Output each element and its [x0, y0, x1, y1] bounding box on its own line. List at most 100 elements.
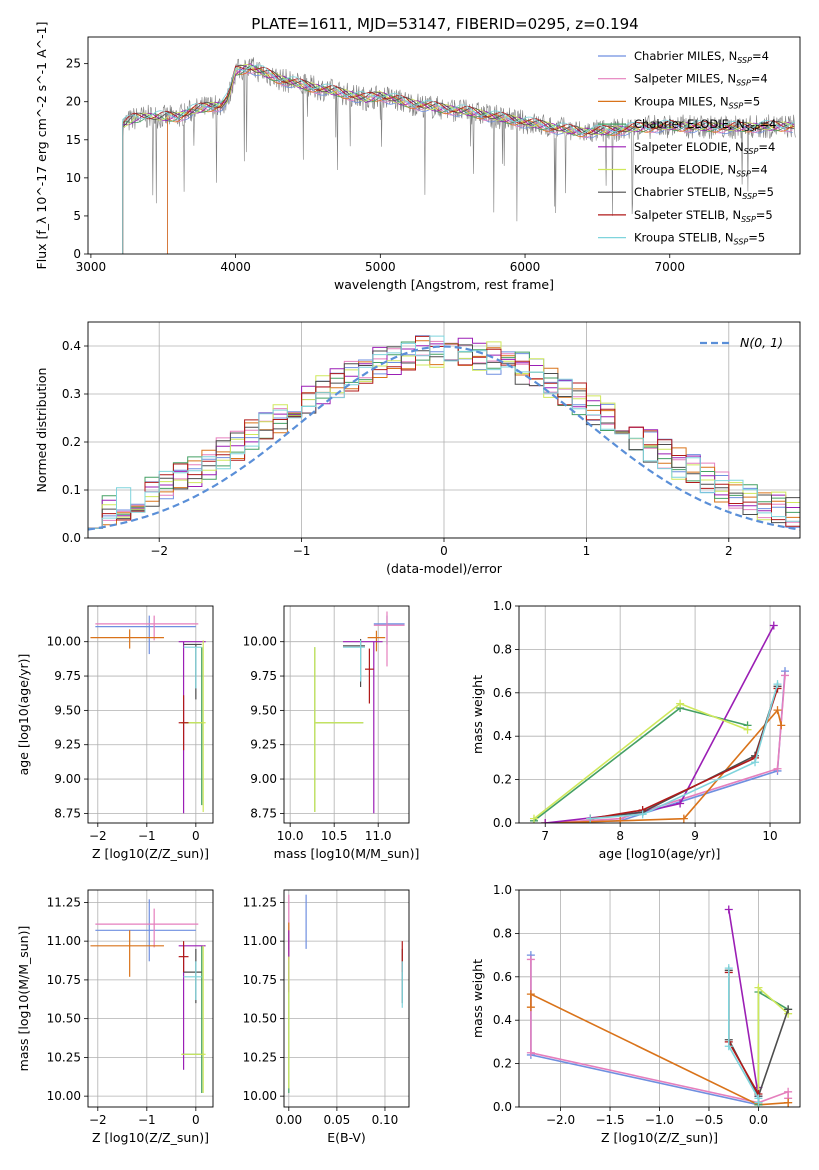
gaussian-reference-line [88, 345, 800, 531]
y-tick-label: 9.00 [250, 772, 277, 786]
x-tick-label: 2 [725, 544, 733, 558]
y-tick-label: 11.00 [243, 934, 277, 948]
x-tick-label: 0.00 [275, 1113, 302, 1127]
axes-frame [518, 605, 801, 824]
x-tick-label: 0.0 [749, 1113, 768, 1127]
y-axis-label: mass [log10(M/M_sun)] [16, 926, 31, 1072]
y-tick-label: 8.75 [54, 806, 81, 820]
x-tick-label: −1 [293, 544, 311, 558]
x-tick-label: −1.5 [595, 1113, 624, 1127]
y-tick-label: 0.2 [493, 1057, 512, 1071]
panel-age-vs-mass: 10.0 10.5 11.0 8.75 9.00 9.25 9.50 9.75 10.00 mas… [243, 605, 420, 861]
y-tick-label: 10.00 [243, 635, 277, 649]
weight-series-line [727, 972, 760, 1103]
weight-point-marker [784, 1098, 793, 1107]
panel-weight-vs-Z: −2.0 −1.5 −1.0 −0.5 0.0 0.0 0.2 0.4 0.6 0.8 1.0 Z [… [470, 883, 801, 1145]
weight-series-line [530, 992, 789, 1106]
x-axis-label: wavelength [Angstrom, rest frame] [334, 277, 554, 292]
x-tick-label: 4000 [220, 260, 251, 274]
y-tick-label: 11.25 [243, 895, 277, 909]
weight-point-marker [773, 680, 782, 689]
legend-entry: Kroupa STELIB, NSSP=5 [634, 231, 765, 247]
plot-area [122, 57, 796, 254]
x-tick-label: −2 [89, 1113, 107, 1127]
legend-entry: Chabrier ELODIE, NSSP=4 [634, 117, 776, 133]
y-tick-label: 0.2 [62, 435, 81, 449]
x-axis-label: mass [log10(M/M_sun)] [274, 846, 420, 861]
y-tick-label: 15 [66, 133, 81, 147]
legend-entry: Salpeter MILES, NSSP=4 [634, 72, 768, 88]
plot-area [519, 606, 800, 823]
x-axis-label: E(B-V) [327, 1130, 366, 1145]
x-tick-label: 7000 [654, 260, 685, 274]
model-spectrum-line [122, 63, 795, 254]
y-axis-label: mass weight [470, 959, 485, 1038]
y-tick-label: 0.4 [493, 1013, 512, 1027]
plot-area [519, 890, 800, 1107]
x-tick-label: −0.5 [694, 1113, 723, 1127]
x-tick-label: −2 [89, 829, 107, 843]
y-tick-label: 10 [66, 171, 81, 185]
x-tick-label: 0 [192, 1113, 200, 1127]
y-tick-label: 9.00 [54, 772, 81, 786]
x-tick-label: 7 [541, 829, 549, 843]
y-tick-label: 10.50 [243, 1012, 277, 1026]
y-axis-label: Flux [f_λ 10^-17 erg cm^-2 s^-1 A^-1] [34, 22, 49, 270]
x-tick-label: 11.0 [365, 829, 392, 843]
y-tick-label: 10.50 [47, 1012, 81, 1026]
x-tick-label: 9 [691, 829, 699, 843]
y-tick-label: 0 [73, 247, 81, 261]
axes-frame [518, 889, 801, 1108]
legend-entry: Chabrier STELIB, NSSP=5 [634, 185, 774, 201]
legend-entry: N(0, 1) [740, 335, 783, 350]
y-tick-label: 11.25 [47, 895, 81, 909]
x-tick-label: 6000 [510, 260, 541, 274]
y-tick-label: 1.0 [493, 883, 512, 897]
x-tick-label: 0.10 [372, 1113, 399, 1127]
x-axis-label: Z [log10(Z/Z_sun)] [92, 1130, 209, 1145]
weight-point-marker [781, 671, 790, 680]
y-tick-label: 10.00 [47, 1089, 81, 1103]
x-axis-label: Z [log10(Z/Z_sun)] [601, 1130, 718, 1145]
weight-series-line [533, 702, 748, 820]
x-tick-label: 10.0 [277, 829, 304, 843]
y-axis-label: mass weight [470, 675, 485, 754]
y-tick-label: 0.0 [62, 531, 81, 545]
y-tick-label: 0.1 [62, 483, 81, 497]
x-tick-label: −2 [150, 544, 168, 558]
x-tick-label: 10.5 [321, 829, 348, 843]
weight-point-marker [724, 905, 733, 914]
legend-entry: Salpeter ELODIE, NSSP=4 [634, 140, 775, 156]
panel-mass-vs-ebv: 0.00 0.05 0.10 10.00 10.25 10.50 10.75 11.00 11.… [243, 889, 410, 1145]
weight-point-marker [784, 1005, 793, 1014]
y-tick-label: 10.00 [243, 1089, 277, 1103]
x-tick-label: 10 [762, 829, 777, 843]
panel-spectrum: 3000 4000 5000 6000 7000 0 5 10 15 20 25 wavelength… [34, 22, 801, 292]
plot-area [284, 890, 409, 1107]
weight-point-marker [638, 810, 647, 819]
y-tick-label: 10.75 [243, 973, 277, 987]
y-tick-label: 1.0 [493, 599, 512, 613]
legend-entry: Kroupa MILES, NSSP=5 [634, 94, 760, 110]
weight-point-marker [724, 1042, 733, 1051]
weight-point-marker [679, 814, 688, 823]
axes-frame [283, 889, 410, 1108]
model-spectrum-line [122, 64, 795, 254]
weight-point-marker [586, 814, 595, 823]
weight-point-marker [526, 955, 535, 964]
x-tick-label: 3000 [76, 260, 107, 274]
x-tick-label: 0 [192, 829, 200, 843]
x-tick-label: −1 [138, 829, 156, 843]
weight-point-marker [769, 621, 778, 630]
axes-frame [87, 605, 214, 824]
y-tick-label: 5 [73, 209, 81, 223]
weight-series-line [590, 683, 779, 820]
x-tick-label: 5000 [365, 260, 396, 274]
panel-weight-vs-age: 7 8 9 10 0.0 0.2 0.4 0.6 0.8 1.0 age [log10(age/yr… [470, 599, 801, 861]
y-tick-label: 9.25 [54, 738, 81, 752]
y-tick-label: 0.6 [493, 686, 512, 700]
x-tick-label: −1.0 [645, 1113, 674, 1127]
y-tick-label: 8.75 [250, 806, 277, 820]
plot-area [284, 606, 409, 823]
weight-point-marker [526, 1048, 535, 1057]
